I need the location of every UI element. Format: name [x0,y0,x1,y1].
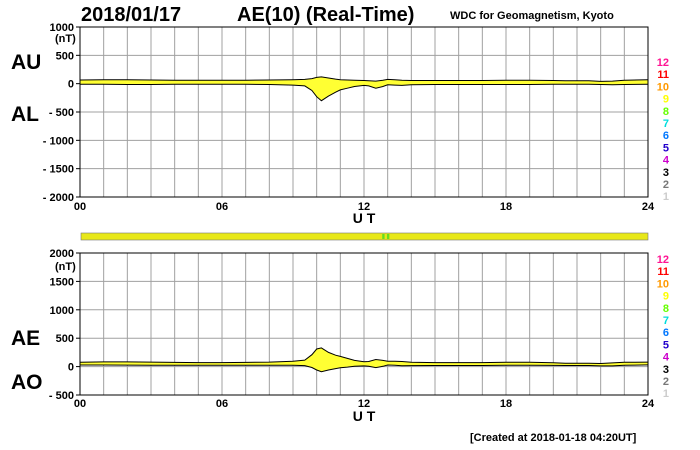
chart-title: AE(10) (Real-Time) [237,4,415,26]
station-availability-bar [80,232,649,241]
station-count-label: 1 [663,388,669,400]
x-tick-label: 18 [500,398,512,410]
x-tick-label: 06 [216,201,228,213]
y-tick-label: - 500 [49,390,74,402]
ae-label: AE [11,327,41,350]
station-count-label: 4 [663,352,670,364]
y-tick-label: 500 [56,333,74,345]
x-tick-label: 18 [500,201,512,213]
station-count-label: 3 [663,167,669,179]
series-line-al [79,83,649,102]
x-tick-label: 00 [74,201,86,213]
x-axis-label: U T [353,408,376,424]
station-count-label: 2 [663,376,669,388]
y-tick-label: - 2000 [43,192,74,204]
station-count-label: 8 [663,303,669,315]
station-count-label: 7 [663,315,669,327]
station-count-label: 9 [663,291,669,303]
y-tick-label: - 500 [49,107,74,119]
station-count-label: 6 [663,327,669,339]
station-count-label: 3 [663,364,669,376]
y-tick-label: 1500 [50,276,74,288]
series-line-ao [80,364,649,373]
station-count-label: 5 [663,142,669,154]
station-count-label: 12 [657,254,669,266]
x-tick-label: 00 [74,398,86,410]
ao-label: AO [11,371,43,394]
x-tick-label: 24 [642,398,655,410]
x-tick-label: 06 [216,398,228,410]
y-tick-label: 2000 [50,248,74,260]
y-axis-unit: (nT) [55,33,76,45]
series-line-ae [79,347,649,365]
y-tick-label: 500 [56,50,74,62]
plot-frame [79,252,649,396]
y-tick-label: 0 [68,362,74,374]
y-tick-label: 0 [68,79,74,91]
station-count-label: 11 [657,69,669,81]
station-count-label: 10 [657,278,669,290]
y-axis-unit: (nT) [55,261,76,273]
station-availability-mark [386,234,390,239]
x-tick-label: 24 [642,201,655,213]
y-tick-label: - 1500 [43,164,74,176]
station-count-label: 10 [657,81,669,93]
institution-label: WDC for Geomagnetism, Kyoto [450,10,614,22]
station-count-label: 1 [663,191,669,203]
station-count-label: 4 [663,155,670,167]
x-tick-label: 12 [358,201,370,213]
station-count-label: 11 [657,266,669,278]
y-tick-label: 1000 [50,22,74,34]
series-fill-area [80,76,648,101]
station-availability-mark [382,234,385,239]
station-count-label: 8 [663,106,669,118]
station-count-label: 5 [663,339,669,351]
created-timestamp: [Created at 2018-01-18 04:20UT] [470,432,637,444]
station-count-label: 12 [657,57,669,69]
chart-date: 2018/01/17 [81,4,182,26]
al-label: AL [11,103,39,126]
y-tick-label: - 1000 [43,135,74,147]
station-count-label: 2 [663,179,669,191]
au-label: AU [11,51,42,74]
station-count-label: 9 [663,94,669,106]
station-count-label: 7 [663,118,669,130]
y-tick-label: 1000 [50,305,74,317]
station-count-label: 6 [663,130,669,142]
x-tick-label: 12 [358,398,370,410]
series-line-au [79,76,649,82]
x-axis-label: U T [353,210,376,226]
